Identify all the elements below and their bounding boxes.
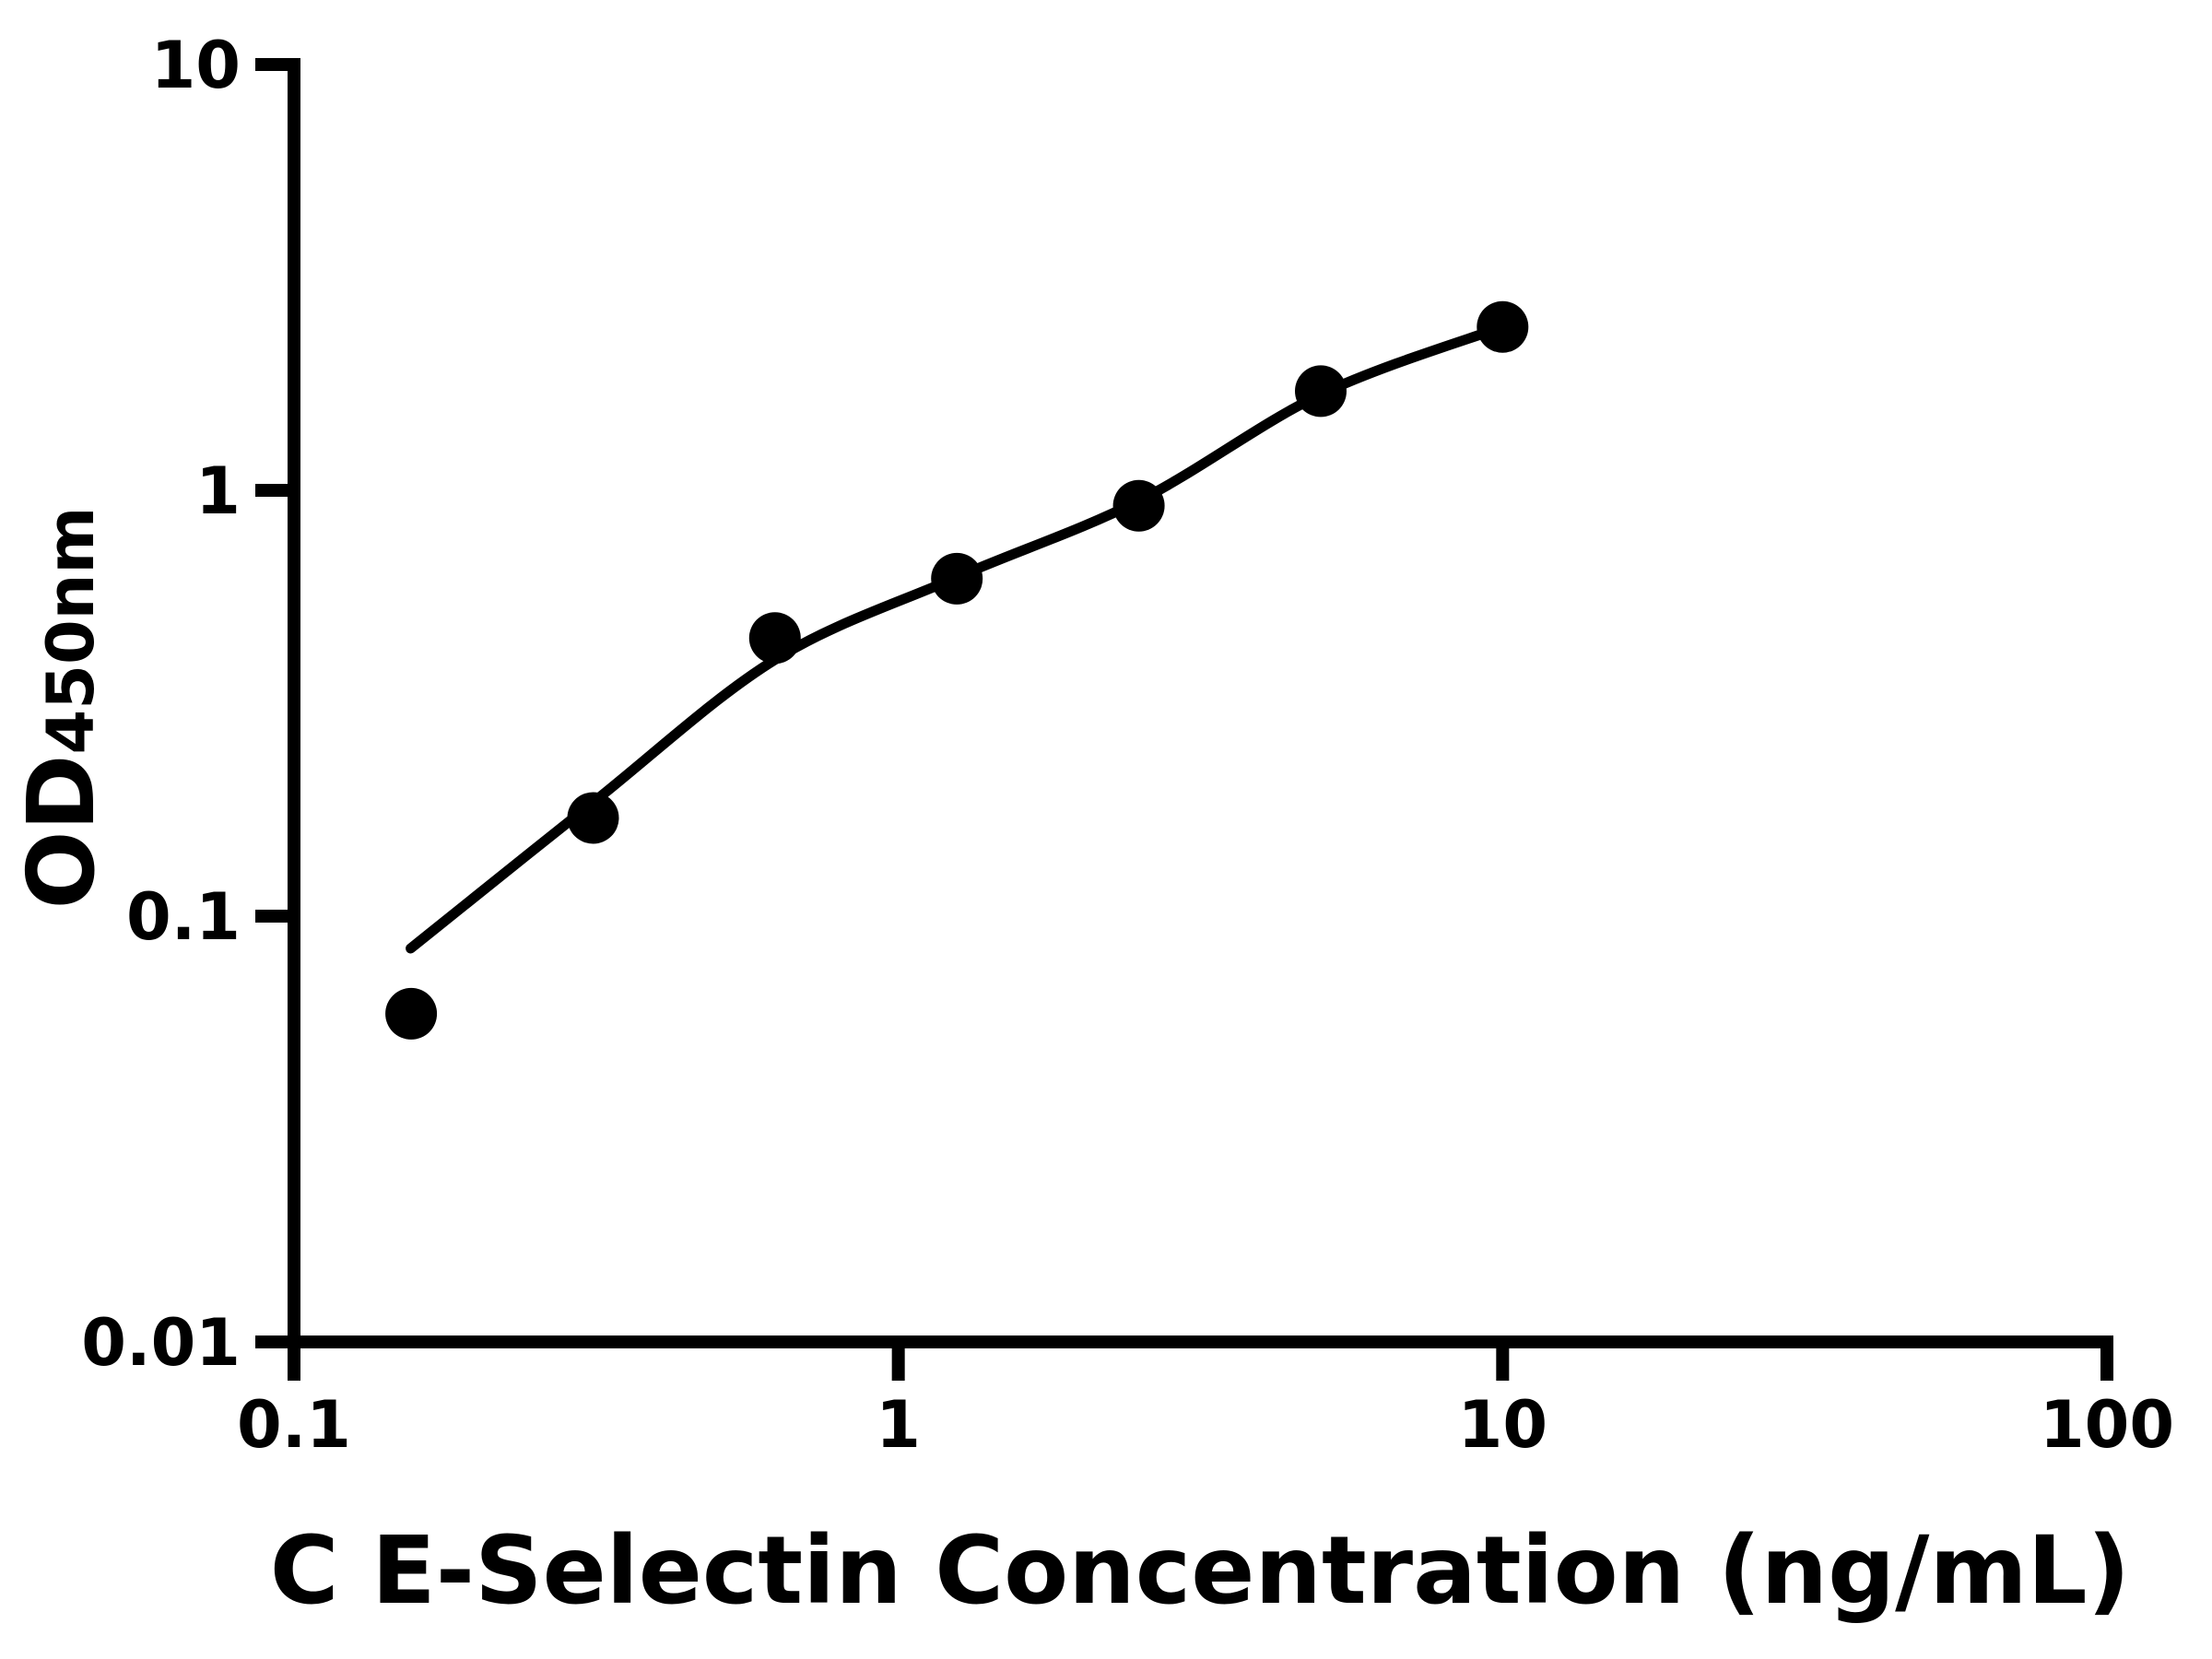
y-tick-label: 0.1 xyxy=(126,879,241,955)
y-axis-title-main: OD xyxy=(7,754,115,910)
data-point xyxy=(1112,479,1165,532)
y-tick-label: 1 xyxy=(195,453,241,529)
y-tick-label: 0.01 xyxy=(81,1305,241,1381)
data-point xyxy=(385,987,438,1040)
x-tick-label: 0.1 xyxy=(237,1387,351,1463)
data-point xyxy=(1295,365,1347,418)
x-tick-label: 1 xyxy=(876,1387,921,1463)
x-tick-label: 10 xyxy=(1458,1387,1547,1463)
x-tick-label: 100 xyxy=(2040,1387,2174,1463)
data-point xyxy=(748,612,801,665)
y-axis-title: OD 450nm xyxy=(7,506,115,910)
data-point xyxy=(1477,300,1529,353)
data-point xyxy=(931,552,983,605)
fit-curve xyxy=(406,322,1508,954)
data-point xyxy=(567,792,619,844)
y-axis-title-subscript: 450nm xyxy=(33,506,109,755)
x-axis-title: C E-Selectin Concentration (ng/mL) xyxy=(269,1516,2131,1626)
y-tick-label: 10 xyxy=(151,28,241,103)
